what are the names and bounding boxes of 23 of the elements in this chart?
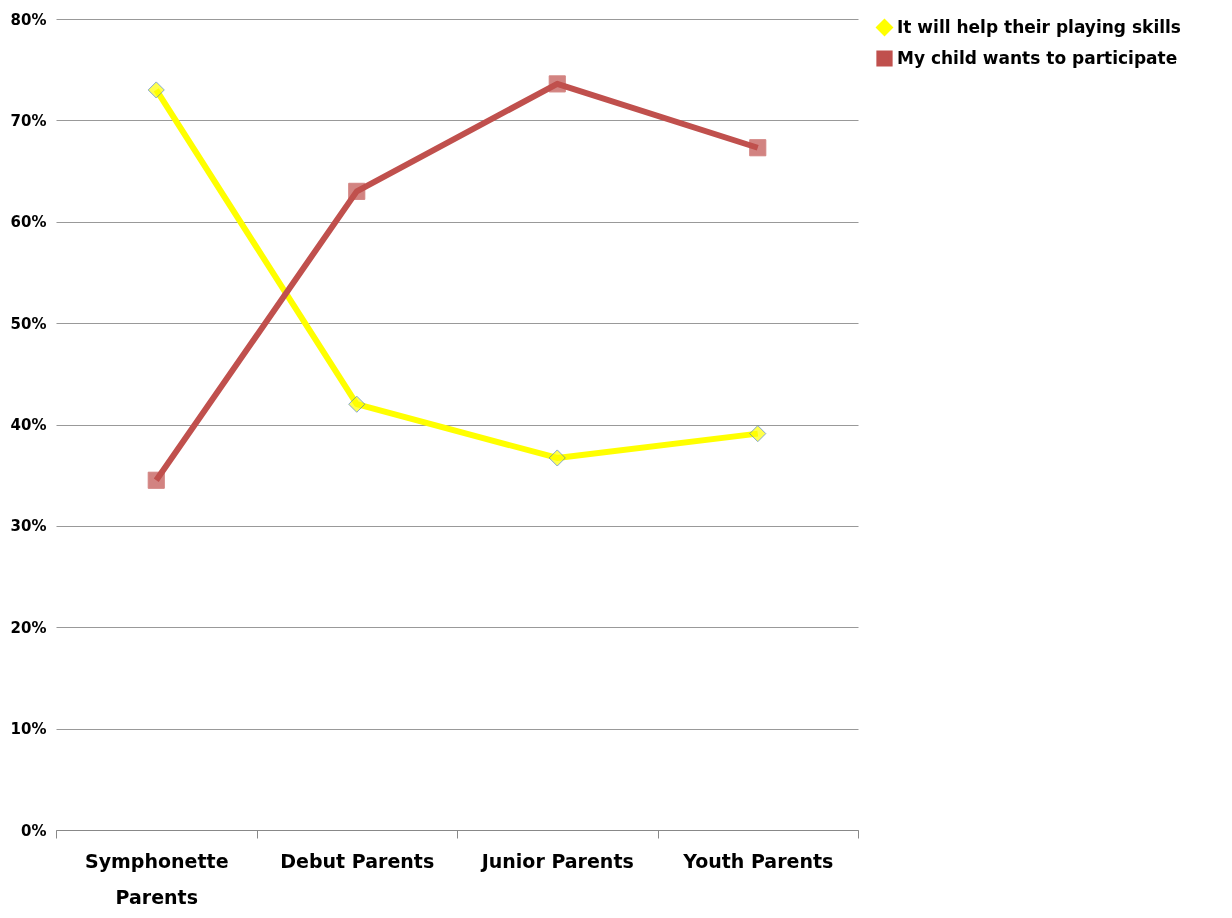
point bbox=[749, 425, 767, 443]
legend-label: My child wants to participate bbox=[897, 47, 1178, 68]
x-tick-label: Junior Parents bbox=[479, 849, 634, 872]
x-tick-label: Debut Parents bbox=[280, 849, 435, 872]
y-tick-label: 0% bbox=[21, 821, 47, 840]
y-tick-label: 80% bbox=[10, 10, 47, 29]
x-tick-label: Symphonette Parents bbox=[84, 849, 229, 908]
y-tick-label: 10% bbox=[10, 720, 47, 739]
point bbox=[749, 139, 767, 157]
legend-label: It will help their playing skills bbox=[897, 16, 1181, 37]
x-tick-label: Youth Parents bbox=[682, 849, 834, 872]
point bbox=[548, 449, 566, 467]
y-tick-label: 30% bbox=[10, 517, 47, 536]
y-tick-label: 20% bbox=[10, 618, 47, 637]
point bbox=[348, 182, 366, 200]
y-tick-label: 70% bbox=[10, 111, 47, 130]
point bbox=[147, 81, 165, 99]
point bbox=[548, 75, 566, 93]
point bbox=[147, 471, 165, 489]
y-tick-label: 60% bbox=[10, 213, 47, 232]
y-tick-label: 40% bbox=[10, 416, 47, 434]
y-tick-label: 50% bbox=[10, 314, 47, 333]
point bbox=[348, 395, 366, 413]
